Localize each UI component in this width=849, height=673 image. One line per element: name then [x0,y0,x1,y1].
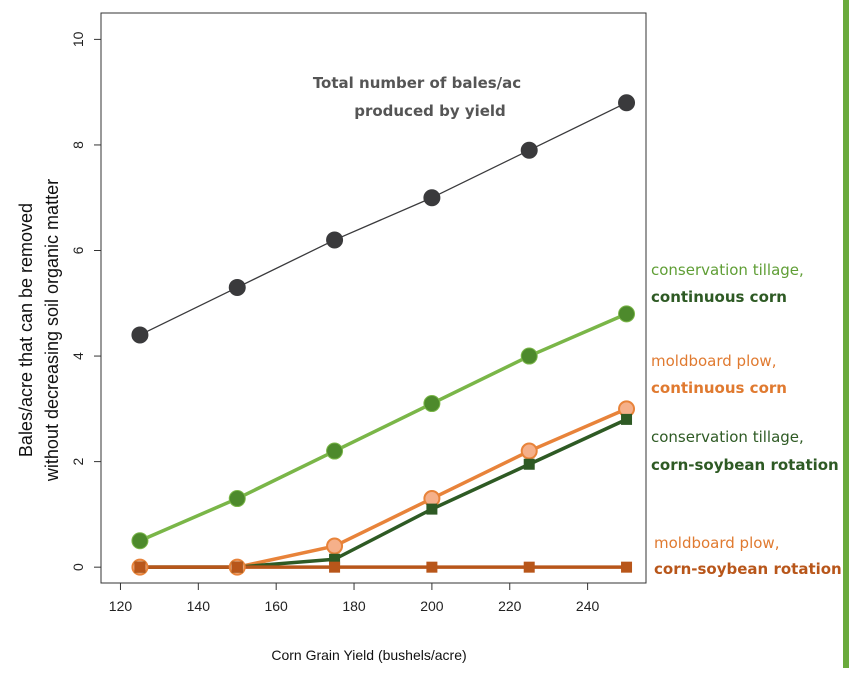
x-tick-label: 180 [342,598,366,614]
annotation-total-line2: produced by yield [354,102,506,120]
annotation-total-line1: Total number of bales/ac [313,74,521,92]
annotation-ct-cc-line1: conservation tillage, [651,261,804,279]
data-point-mp_cs [329,561,341,573]
data-point-ct_cc [520,347,538,365]
annotation-ct-cs-line2: corn-soybean rotation [651,456,839,474]
decorative-border [843,0,849,668]
series-lines [139,102,628,569]
data-point-ct_cc [618,305,636,323]
data-point-total [618,94,636,112]
x-tick-label: 160 [264,598,288,614]
annotation-ct-cc-line2: continuous corn [651,288,787,306]
data-point-ct_cc [326,442,344,460]
data-point-ct_cs [523,458,535,470]
y-tick-label: 0 [70,563,86,571]
data-point-mp_cs [523,561,535,573]
x-tick-label: 120 [109,598,133,614]
x-tick-label: 220 [498,598,522,614]
data-point-ct_cs [621,413,633,425]
x-axis-title: Corn Grain Yield (bushels/acre) [271,647,466,663]
data-point-mp_cs [426,561,438,573]
series-line-ct_cc [139,312,628,543]
plot-frame [100,12,647,584]
series-markers [131,94,636,576]
data-point-total [131,326,149,344]
y-axis-title-line2: without decreasing soil organic matter [42,179,62,482]
data-point-mp_cs [231,561,243,573]
x-tick-label: 240 [576,598,600,614]
annotation-ct-cs-line1: conservation tillage, [651,428,804,446]
y-tick-label: 6 [70,246,86,254]
annotation-mp-cs-line2: corn-soybean rotation [654,560,842,578]
y-tick-label: 10 [70,31,86,47]
annotation-mp-cs-line1: moldboard plow, [654,534,779,552]
y-tick-label: 8 [70,141,86,149]
y-tick-label: 2 [70,458,86,466]
data-point-total [423,189,441,207]
data-point-mp_cc [326,537,344,555]
data-point-total [326,231,344,249]
annotation-mp-cc-line1: moldboard plow, [651,352,776,370]
y-tick-label: 4 [70,352,86,360]
series-line-total [139,102,627,336]
data-point-total [228,278,246,296]
data-point-ct_cc [131,532,149,550]
data-point-mp_cc [520,442,538,460]
x-tick-label: 140 [187,598,211,614]
data-point-ct_cc [228,490,246,508]
data-point-mp_cs [134,561,146,573]
axes: 120 140 160 180 200 220 240 0 2 4 6 8 10 [70,31,599,614]
data-point-ct_cc [423,395,441,413]
data-point-mp_cs [621,561,633,573]
data-point-total [520,141,538,159]
y-axis-title-line1: Bales/acre that can be removed [16,203,36,457]
series-line-mp_cc [139,407,628,569]
data-point-ct_cs [426,503,438,515]
annotation-mp-cc-line2: continuous corn [651,379,787,397]
x-tick-label: 200 [420,598,444,614]
